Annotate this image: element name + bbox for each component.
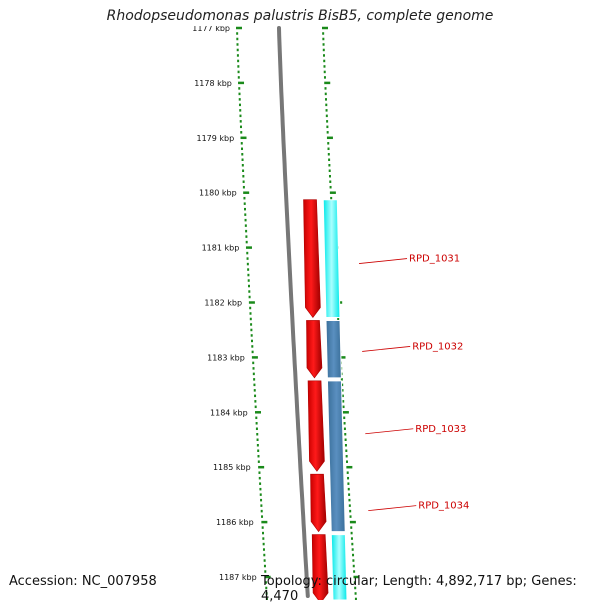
genome-title: Rhodopseudomonas palustris BisB5, comple… bbox=[106, 8, 494, 24]
gene-label: RPD_1031 bbox=[409, 254, 460, 265]
ruler-tick-label: 1186 kbp bbox=[216, 518, 254, 527]
cds-feature-bar bbox=[326, 380, 346, 533]
ruler-tick-label: 1181 kbp bbox=[202, 244, 240, 253]
ruler-tick-label: 1185 kbp bbox=[213, 463, 251, 472]
ruler-tick-label: 1179 kbp bbox=[196, 134, 234, 143]
gene-label-leader bbox=[362, 346, 411, 352]
cds-feature-bar bbox=[322, 199, 341, 318]
ruler-tick-label: 1184 kbp bbox=[210, 408, 248, 417]
ruler-tick-label: 1178 kbp bbox=[194, 79, 232, 88]
cds-feature-bar bbox=[325, 319, 342, 379]
ruler-tick-label: 1183 kbp bbox=[207, 353, 245, 362]
backbone-arc bbox=[277, 26, 310, 598]
forward-gene-arrow bbox=[303, 199, 321, 318]
accession-text: Accession: NC_007958 bbox=[9, 574, 157, 589]
forward-gene-arrow bbox=[311, 534, 329, 604]
gene-label-leader bbox=[368, 505, 417, 512]
forward-gene-arrow bbox=[306, 320, 323, 379]
ruler-tick-label: 1182 kbp bbox=[204, 299, 242, 308]
ruler-tick-label: 1177 kbp bbox=[192, 24, 230, 33]
gene-label: RPD_1033 bbox=[415, 424, 466, 435]
gene-label-leader bbox=[365, 428, 414, 435]
gene-label-leader bbox=[358, 258, 408, 264]
forward-gene-arrow bbox=[310, 473, 327, 533]
gene-label: RPD_1034 bbox=[418, 501, 469, 512]
ruler-tick-label: 1180 kbp bbox=[199, 189, 237, 198]
ruler-tick-label: 1187 kbp bbox=[219, 573, 257, 582]
forward-gene-arrow bbox=[307, 380, 325, 472]
title-background bbox=[110, 6, 490, 26]
gene-label: RPD_1032 bbox=[412, 341, 463, 352]
